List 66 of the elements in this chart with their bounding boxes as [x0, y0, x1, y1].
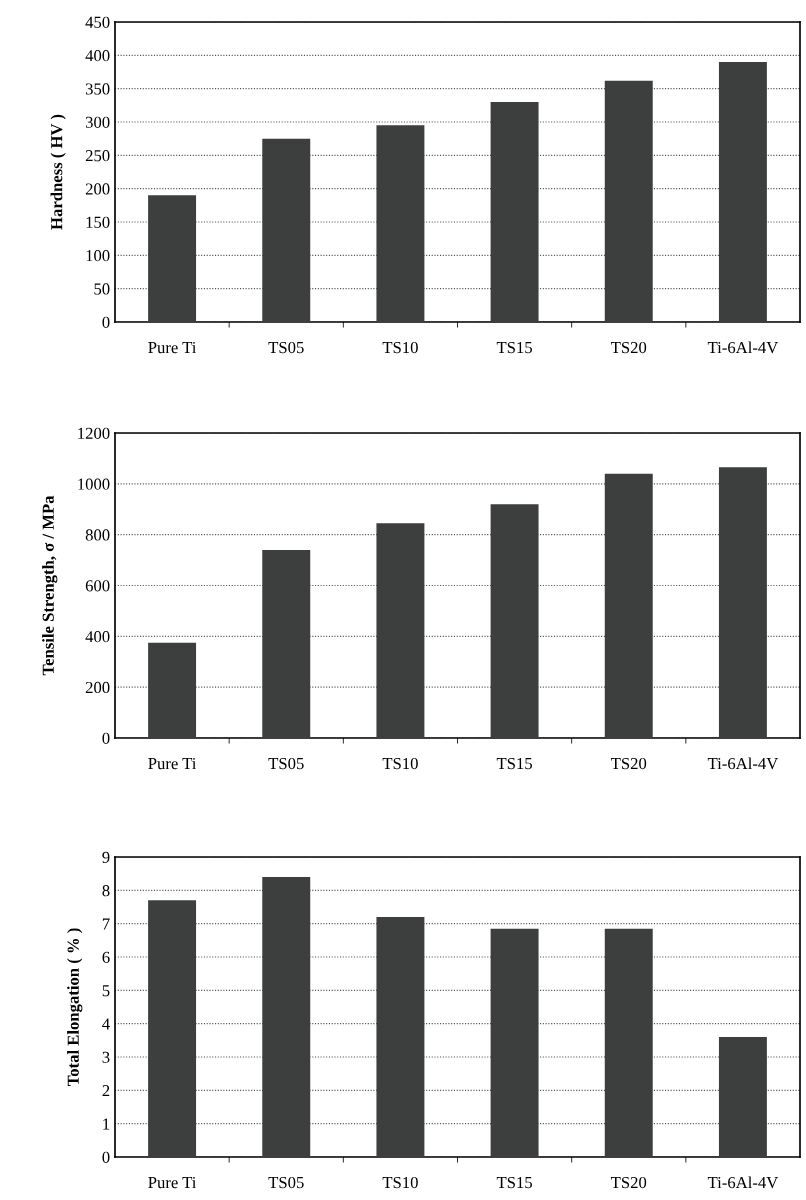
y-tick-label: 5 — [102, 985, 110, 997]
bar — [604, 928, 653, 1157]
y-tick-label: 7 — [102, 918, 110, 930]
x-tick-label: Ti-6Al-4V — [707, 757, 779, 770]
y-tick-label: 400 — [85, 631, 110, 643]
y-axis-title: Tensile Strength, σ / MPa — [42, 495, 58, 676]
bar — [262, 549, 311, 738]
x-tick-label: TS10 — [382, 1176, 418, 1189]
x-tick-label: TS05 — [268, 341, 304, 354]
y-tick-label: 100 — [86, 250, 110, 262]
bar — [490, 102, 539, 322]
y-tick-label: 1200 — [78, 427, 110, 439]
bar — [718, 467, 767, 738]
y-tick-label: 150 — [86, 216, 110, 228]
y-tick-label: 9 — [102, 851, 110, 863]
x-tick-label: Ti-6Al-4V — [707, 1176, 779, 1189]
bar — [718, 1037, 767, 1157]
y-tick-label: 450 — [85, 16, 110, 28]
y-tick-label: 3 — [102, 1051, 110, 1063]
y-tick-label: 2 — [102, 1085, 110, 1097]
bar — [376, 523, 425, 738]
y-tick-label: 600 — [85, 580, 110, 592]
x-tick-label: Pure Ti — [148, 1176, 197, 1189]
x-tick-label: TS05 — [268, 1176, 304, 1189]
y-tick-label: 300 — [85, 116, 110, 128]
y-tick-label: 0 — [102, 316, 110, 328]
y-tick-label: 1000 — [78, 478, 110, 490]
x-tick-label: TS10 — [382, 341, 418, 354]
y-tick-label: 0 — [102, 732, 110, 744]
x-tick-label: TS20 — [610, 757, 647, 770]
y-tick-label: 800 — [85, 529, 110, 541]
bar — [148, 900, 197, 1157]
y-tick-label: 1 — [103, 1118, 110, 1130]
x-tick-label: TS15 — [496, 1176, 532, 1189]
x-tick-label: Ti-6Al-4V — [707, 341, 779, 354]
bar — [604, 473, 653, 738]
x-tick-label: TS05 — [268, 757, 304, 770]
bar — [148, 195, 197, 322]
y-tick-label: 250 — [85, 150, 110, 162]
bar — [490, 504, 539, 738]
x-tick-label: TS20 — [610, 341, 647, 354]
y-tick-label: 8 — [102, 885, 110, 897]
x-tick-label: Pure Ti — [148, 757, 197, 770]
y-axis-title: Hardness ( HV ) — [50, 114, 66, 230]
bar — [376, 917, 425, 1157]
y-tick-label: 350 — [85, 83, 110, 95]
y-tick-label: 200 — [85, 681, 110, 694]
y-tick-label: 4 — [102, 1018, 110, 1030]
x-tick-label: TS15 — [496, 341, 532, 354]
x-tick-label: TS20 — [610, 1176, 647, 1189]
bar — [262, 877, 311, 1157]
y-tick-label: 400 — [85, 50, 110, 62]
x-tick-label: TS10 — [382, 757, 418, 770]
y-tick-label: 50 — [94, 283, 110, 295]
bar — [490, 928, 539, 1157]
y-tick-label: 6 — [102, 951, 110, 963]
x-tick-label: Pure Ti — [148, 341, 197, 354]
bar — [148, 642, 197, 738]
bar — [262, 138, 311, 322]
y-tick-label: 0 — [102, 1151, 110, 1163]
y-tick-label: 200 — [85, 183, 110, 195]
y-axis-title: Total Elongation ( % ) — [67, 928, 83, 1087]
x-tick-label: TS15 — [496, 757, 532, 770]
bar — [376, 125, 425, 322]
bar — [604, 80, 653, 322]
bar — [718, 62, 767, 322]
